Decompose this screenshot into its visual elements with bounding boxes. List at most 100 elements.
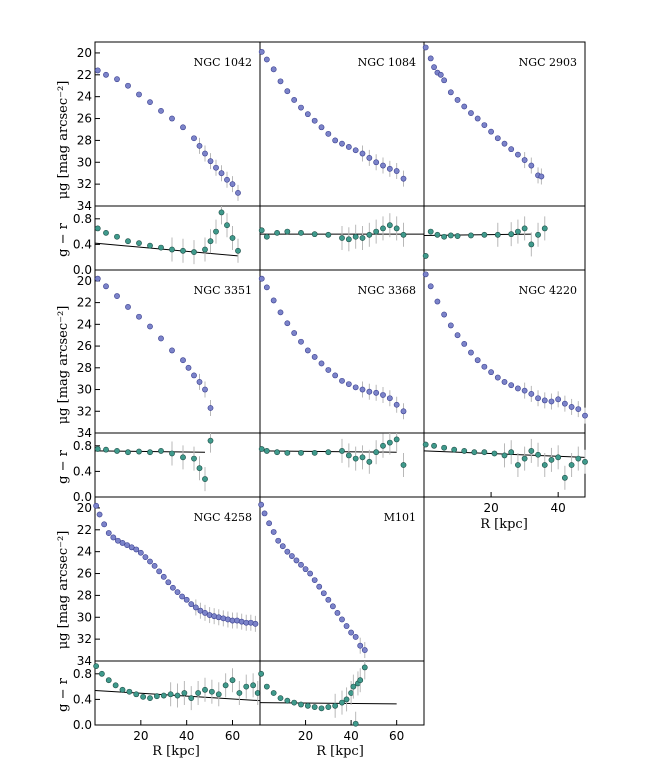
mu-point — [156, 568, 163, 575]
gr-point — [188, 695, 195, 702]
mu-point — [96, 511, 103, 518]
mu-point — [263, 56, 270, 63]
gr-point — [400, 231, 407, 238]
gr-point — [481, 449, 488, 456]
mu-point — [555, 396, 562, 403]
mu-point — [575, 406, 582, 412]
mu-point — [191, 135, 197, 142]
xtick-label: 40 — [343, 729, 358, 743]
mu-point — [359, 150, 366, 157]
gr-ytick-label: 0.8 — [73, 212, 92, 226]
mu-point — [298, 561, 304, 568]
gr-point — [501, 452, 508, 459]
gr-point — [229, 235, 236, 241]
mu-point — [291, 330, 298, 336]
mu-point — [461, 103, 468, 110]
gr-point — [422, 253, 429, 259]
gr-point — [291, 699, 298, 706]
mu-point — [270, 297, 277, 304]
mu-point — [110, 534, 117, 541]
gr-point — [521, 225, 528, 232]
gr-point — [215, 691, 222, 698]
gr-point — [236, 690, 243, 696]
mu-point — [494, 135, 501, 142]
panel-ngc1042: NGC 1042 20 22 24 26 28 30 32 34 0.0 0.4 0.8 — [73, 41, 261, 277]
gr-point — [311, 704, 318, 710]
mu-point — [125, 82, 131, 89]
mu-point — [474, 115, 481, 122]
panels-layer: NGC 1042 20 22 24 26 28 30 32 34 0.0 0.4 0.8 NGC 108… — [73, 41, 588, 743]
mu-point — [400, 408, 407, 415]
mu-ytick-label: 30 — [77, 155, 92, 169]
mu-point — [202, 386, 208, 393]
mu-point — [275, 537, 282, 544]
mu-point — [318, 124, 325, 131]
gr-point — [158, 244, 164, 251]
mu-ytick-label: 34 — [77, 199, 92, 213]
mu-point — [521, 387, 528, 394]
mu-point — [329, 603, 336, 610]
mu-point — [284, 88, 291, 95]
mu-point — [103, 71, 109, 78]
mu-point — [393, 168, 400, 174]
mu-point — [501, 140, 508, 147]
gr-ytick-label: 0.0 — [73, 263, 92, 277]
gr-point — [105, 677, 112, 684]
gr-point — [207, 238, 214, 245]
gr-point — [427, 228, 434, 235]
gr-point — [93, 663, 100, 670]
mu-point — [304, 111, 311, 118]
mu-point — [124, 542, 130, 549]
mu-point — [258, 501, 265, 508]
mu-point — [147, 323, 153, 330]
gr-point — [114, 233, 120, 240]
gr-point — [311, 231, 318, 238]
gr-point — [258, 670, 265, 677]
mu-point — [137, 549, 144, 556]
mu-point — [224, 176, 230, 183]
gr-point — [284, 697, 291, 704]
mu-point — [568, 404, 575, 410]
gr-point — [174, 692, 181, 699]
gr-point — [380, 442, 386, 449]
mu-point — [183, 596, 190, 603]
mu-point — [538, 173, 545, 180]
gr-point — [359, 454, 366, 461]
gr-point — [393, 436, 400, 443]
mu-point — [454, 97, 461, 103]
mu-point — [298, 338, 304, 345]
mu-point — [441, 311, 448, 318]
gr-point — [373, 449, 380, 456]
mu-point — [488, 369, 494, 376]
gr-point — [366, 458, 373, 465]
mu-point — [119, 540, 126, 546]
gr-point — [461, 448, 468, 454]
gr-ylabel-row1: g − r — [56, 222, 71, 256]
gr-point — [94, 225, 101, 232]
mu-ytick-label: 26 — [77, 112, 92, 126]
mu-point — [307, 570, 314, 577]
mu-point — [288, 553, 295, 559]
mu-point — [136, 313, 142, 320]
mu-point — [501, 379, 508, 385]
mu-point — [185, 364, 192, 371]
mu-ytick-label: 32 — [77, 404, 92, 418]
gr-point — [325, 449, 332, 456]
mu-point — [528, 390, 535, 397]
gr-point — [119, 686, 126, 693]
mu-point — [158, 107, 164, 114]
mu-point — [311, 577, 318, 583]
galaxy-name-ngc2903: NGC 2903 — [519, 56, 577, 69]
gr-point — [298, 449, 304, 456]
gr-point — [311, 449, 318, 456]
mu-point — [298, 104, 304, 111]
gr-point — [380, 225, 386, 232]
mu-point — [561, 400, 568, 407]
mu-ytick-label: 24 — [77, 545, 92, 559]
mu-ytick-label: 22 — [77, 523, 92, 537]
gr-point — [258, 446, 265, 452]
mu-point — [427, 55, 434, 62]
panel-ngc4220: NGC 4220 20 40 — [422, 269, 588, 515]
panel-ngc3351: NGC 3351 20 22 24 26 28 30 32 34 0.0 0.4 0.8 — [73, 269, 261, 504]
mu-point — [196, 142, 203, 149]
